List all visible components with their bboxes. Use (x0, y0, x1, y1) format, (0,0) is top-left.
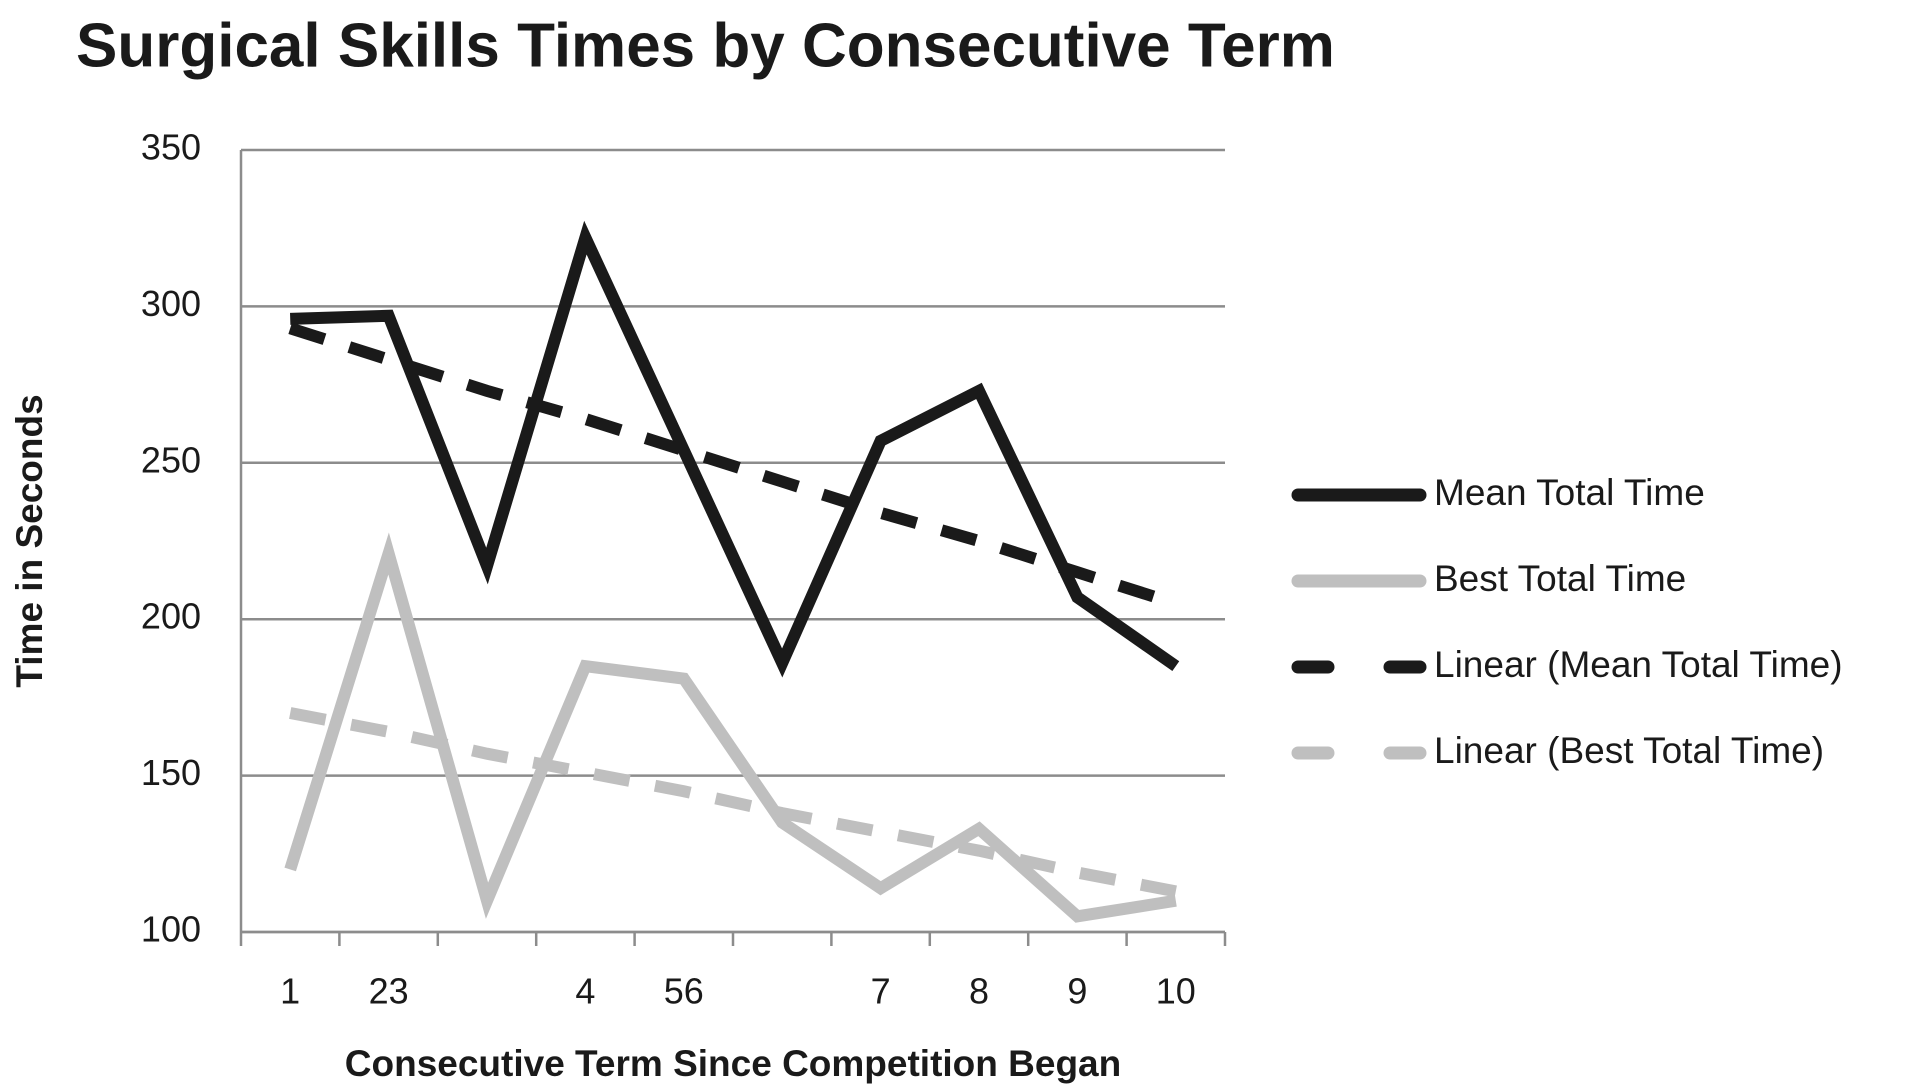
y-axis-label: Time in Seconds (9, 394, 50, 687)
y-tick-label: 300 (141, 283, 201, 324)
series-line (284, 532, 1177, 923)
y-tick-label: 200 (141, 596, 201, 637)
legend-label: Linear (Mean Total Time) (1434, 644, 1843, 685)
x-tick-label: 7 (871, 971, 891, 1012)
x-tick-label: 9 (1067, 971, 1087, 1012)
series-line (290, 220, 1180, 678)
x-tick-label: 23 (369, 971, 409, 1012)
legend-label: Mean Total Time (1434, 472, 1705, 513)
x-tick-label: 1 (280, 971, 300, 1012)
y-tick-label: 250 (141, 439, 201, 480)
y-tick-label: 150 (141, 752, 201, 793)
x-tick-label: 4 (575, 971, 595, 1012)
x-tick-label: 8 (969, 971, 989, 1012)
legend-label: Best Total Time (1434, 558, 1686, 599)
x-tick-label: 10 (1156, 971, 1196, 1012)
y-tick-label: 350 (141, 127, 201, 168)
x-axis-label: Consecutive Term Since Competition Began (345, 1043, 1121, 1084)
series-line (288, 322, 1178, 610)
y-tick-label: 100 (141, 909, 201, 950)
chart-title: Surgical Skills Times by Consecutive Ter… (76, 11, 1335, 80)
x-tick-label: 56 (664, 971, 704, 1012)
legend-label: Linear (Best Total Time) (1434, 730, 1824, 771)
series-line (289, 707, 1177, 898)
